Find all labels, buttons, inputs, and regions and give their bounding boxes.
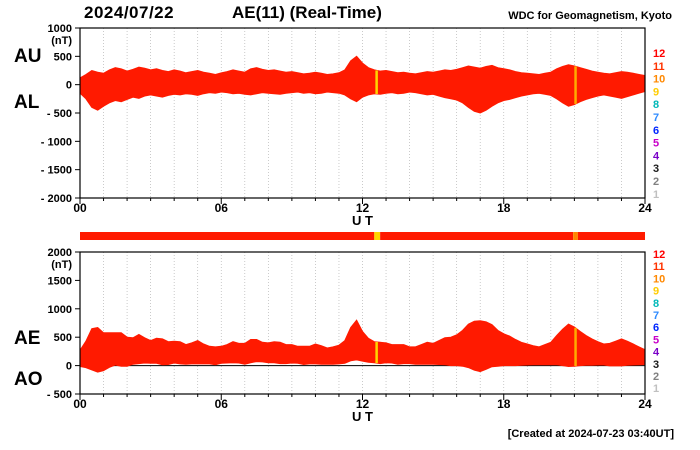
y-tick-label: - 2000: [41, 193, 72, 205]
station-count-scale-value: 10: [653, 273, 665, 285]
station-bar-segment: [380, 232, 574, 240]
station-count-scale-value: 8: [653, 99, 659, 111]
label-ae: AE: [14, 328, 41, 349]
station-count-scale-value: 9: [653, 286, 659, 298]
plot-date: 2024/07/22: [84, 3, 175, 22]
fill-au-al: [79, 55, 646, 114]
station-count-scale-value: 11: [653, 261, 665, 273]
y-tick-label: 1000: [48, 23, 72, 35]
station-count-scale-value: 7: [653, 310, 659, 322]
x-tick-label: 12: [356, 397, 370, 411]
y-tick-label: 500: [54, 332, 72, 344]
y-tick-label: 2000: [48, 247, 72, 259]
station-count-scale-value: 10: [653, 74, 665, 86]
x-tick-label: 12: [356, 201, 370, 215]
y-tick-label: 500: [54, 51, 72, 63]
station-bar-segment: [80, 232, 375, 240]
y-tick-label: 0: [66, 361, 72, 373]
x-tick-label: 18: [497, 397, 511, 411]
x-tick-label: 00: [73, 201, 87, 215]
station-count-scale-value: 12: [653, 249, 665, 261]
label-al: AL: [14, 92, 40, 113]
x-tick-label: 00: [73, 397, 87, 411]
station-count-scale-value: 4: [653, 150, 660, 162]
x-tick-label: 06: [215, 201, 229, 215]
y-tick-label: 0: [66, 80, 72, 92]
created-at: [Created at 2024-07-23 03:40UT]: [507, 428, 674, 440]
station-bar-segment: [374, 232, 381, 240]
y-tick-label: 1500: [48, 275, 72, 287]
station-count-scale-value: 11: [653, 61, 665, 73]
label-ao: AO: [14, 369, 43, 390]
label-au: AU: [14, 46, 42, 67]
station-bar-segment: [577, 232, 646, 240]
station-count-scale-value: 12: [653, 48, 665, 60]
station-count-scale-value: 8: [653, 298, 659, 310]
y-axis-unit: (nT): [51, 259, 72, 271]
station-count-scale-value: 7: [653, 112, 659, 124]
y-tick-label: - 500: [47, 389, 72, 401]
y-tick-label: 1000: [48, 304, 72, 316]
x-tick-label: 24: [638, 201, 652, 215]
station-number-bar: [80, 232, 646, 240]
station-count-scale-value: 5: [653, 334, 659, 346]
station-count-scale-value: 5: [653, 138, 659, 150]
station-count-scale-value: 1: [653, 383, 659, 395]
x-tick-label: 18: [497, 201, 511, 215]
station-count-scale-value: 9: [653, 86, 659, 98]
station-count-scale-value: 3: [653, 163, 659, 175]
x-tick-label: 06: [215, 397, 229, 411]
y-tick-label: - 1000: [41, 136, 72, 148]
station-count-scale-value: 6: [653, 125, 659, 137]
y-tick-label: - 1500: [41, 165, 72, 177]
x-tick-label: 24: [638, 397, 652, 411]
data-source: WDC for Geomagnetism, Kyoto: [508, 10, 672, 22]
plot-title: AE(11) (Real-Time): [232, 3, 382, 22]
station-count-scale-value: 3: [653, 359, 659, 371]
station-bar-segment: [573, 232, 578, 240]
station-count-scale-value: 4: [653, 347, 660, 359]
station-count-scale-value: 1: [653, 189, 659, 201]
y-tick-label: - 500: [47, 108, 72, 120]
station-count-scale-value: 2: [653, 371, 659, 383]
station-count-scale-value: 6: [653, 322, 659, 334]
x-axis-label: U T: [352, 213, 373, 228]
x-axis-label: U T: [352, 409, 373, 424]
station-count-scale-value: 2: [653, 176, 659, 188]
y-axis-unit: (nT): [51, 35, 72, 47]
